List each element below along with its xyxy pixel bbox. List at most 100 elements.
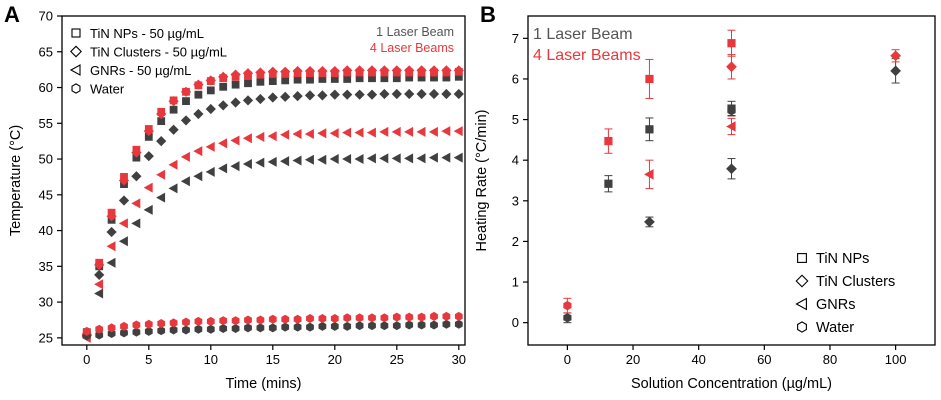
data-point	[218, 138, 228, 149]
data-point	[368, 313, 376, 323]
data-point	[379, 65, 390, 76]
data-point	[132, 327, 141, 337]
data-point	[417, 312, 426, 322]
data-point	[168, 183, 178, 194]
laser-legend-label: 1 Laser Beam	[376, 25, 454, 39]
data-point	[355, 321, 364, 331]
data-point	[366, 65, 378, 76]
data-point	[120, 321, 128, 331]
y-tick-label: 5	[512, 112, 519, 127]
legend-label: GNRs	[816, 297, 855, 313]
data-point	[106, 241, 116, 252]
marker-legend: TiN NPs TiN Clusters GNRs Water	[795, 251, 895, 336]
data-point	[644, 169, 654, 180]
y-tick-label: 70	[39, 9, 53, 24]
data-point	[317, 65, 328, 77]
data-point	[206, 316, 215, 326]
legend-label: GNRs - 50 µg/mL	[90, 63, 191, 78]
data-point	[94, 279, 104, 290]
data-point	[193, 171, 203, 182]
legend-label: TiN Clusters	[816, 274, 895, 290]
legend-marker-square	[797, 253, 807, 263]
data-point	[118, 218, 128, 229]
x-tick-label: 5	[145, 352, 152, 367]
data-point	[143, 151, 154, 162]
data-point	[132, 320, 141, 330]
data-point	[180, 176, 190, 187]
data-point	[317, 90, 328, 101]
y-axis-label: Temperature (°C)	[8, 125, 24, 236]
data-point	[156, 192, 166, 203]
data-point	[131, 198, 141, 209]
data-point	[405, 312, 414, 322]
series-hexagon-laser4	[563, 297, 572, 314]
y-tick-label: 0	[512, 315, 519, 330]
data-point	[392, 321, 401, 331]
data-point	[391, 88, 402, 100]
series-triangle-left-laser4	[644, 117, 736, 190]
data-point	[292, 129, 302, 140]
data-point	[242, 159, 252, 170]
panel-label: B	[480, 2, 496, 27]
y-tick-label: 45	[39, 187, 53, 202]
data-point	[441, 152, 451, 163]
legend-marker-triangle-left	[795, 297, 807, 311]
x-tick-label: 80	[823, 352, 837, 367]
panel-label: A	[4, 2, 20, 27]
data-point	[168, 96, 179, 107]
data-point	[255, 67, 266, 78]
chart-panel-b: B 0 20 40 60 80 100 0 1 2 3 4 5 6 7 Solution Concentrat…	[474, 2, 936, 392]
data-point	[727, 39, 736, 48]
data-point	[293, 75, 302, 84]
data-point	[168, 159, 178, 170]
series-diamond-laser1	[81, 88, 464, 341]
data-point	[230, 161, 240, 172]
data-point	[106, 226, 117, 238]
data-point	[454, 311, 463, 321]
data-point	[244, 323, 252, 333]
data-point	[205, 103, 216, 115]
data-point	[416, 65, 427, 76]
data-point	[268, 77, 277, 85]
data-point	[230, 97, 241, 108]
data-point	[366, 89, 378, 100]
legend-marker-diamond	[795, 274, 809, 288]
y-tick-label: 1	[512, 275, 519, 290]
data-point	[563, 313, 572, 323]
data-point	[292, 155, 302, 166]
legend-marker-diamond	[70, 45, 82, 58]
data-point	[343, 313, 352, 323]
data-point	[354, 127, 364, 138]
data-point	[391, 65, 402, 76]
data-point	[144, 326, 153, 336]
data-point	[168, 124, 179, 135]
data-point	[95, 324, 104, 334]
y-axis-label: Heating Rate (°C/min)	[474, 110, 490, 252]
data-point	[890, 50, 901, 62]
data-point	[306, 322, 314, 332]
data-point	[156, 169, 166, 180]
data-point	[404, 65, 415, 76]
data-point	[306, 75, 314, 84]
data-point	[144, 319, 153, 329]
data-point	[205, 166, 215, 177]
legend-label: Water	[816, 320, 854, 336]
data-point	[268, 323, 277, 333]
data-point	[280, 66, 291, 77]
data-point	[604, 179, 613, 188]
data-point	[416, 88, 427, 100]
data-point	[453, 126, 463, 137]
laser-legend: 1 Laser Beam 4 Laser Beams	[533, 26, 641, 64]
data-point	[380, 313, 389, 323]
data-point	[405, 320, 414, 330]
data-point	[182, 325, 190, 335]
data-point	[563, 300, 572, 311]
data-point	[329, 65, 340, 77]
data-point	[343, 321, 352, 331]
data-point	[193, 146, 203, 157]
data-point	[404, 153, 414, 164]
x-tick-label: 60	[757, 352, 771, 367]
data-point	[317, 128, 327, 139]
data-point	[342, 154, 352, 165]
marker-legend: TiN NPs - 50 µg/mL TiN Clusters - 50 µg/m…	[69, 26, 227, 97]
